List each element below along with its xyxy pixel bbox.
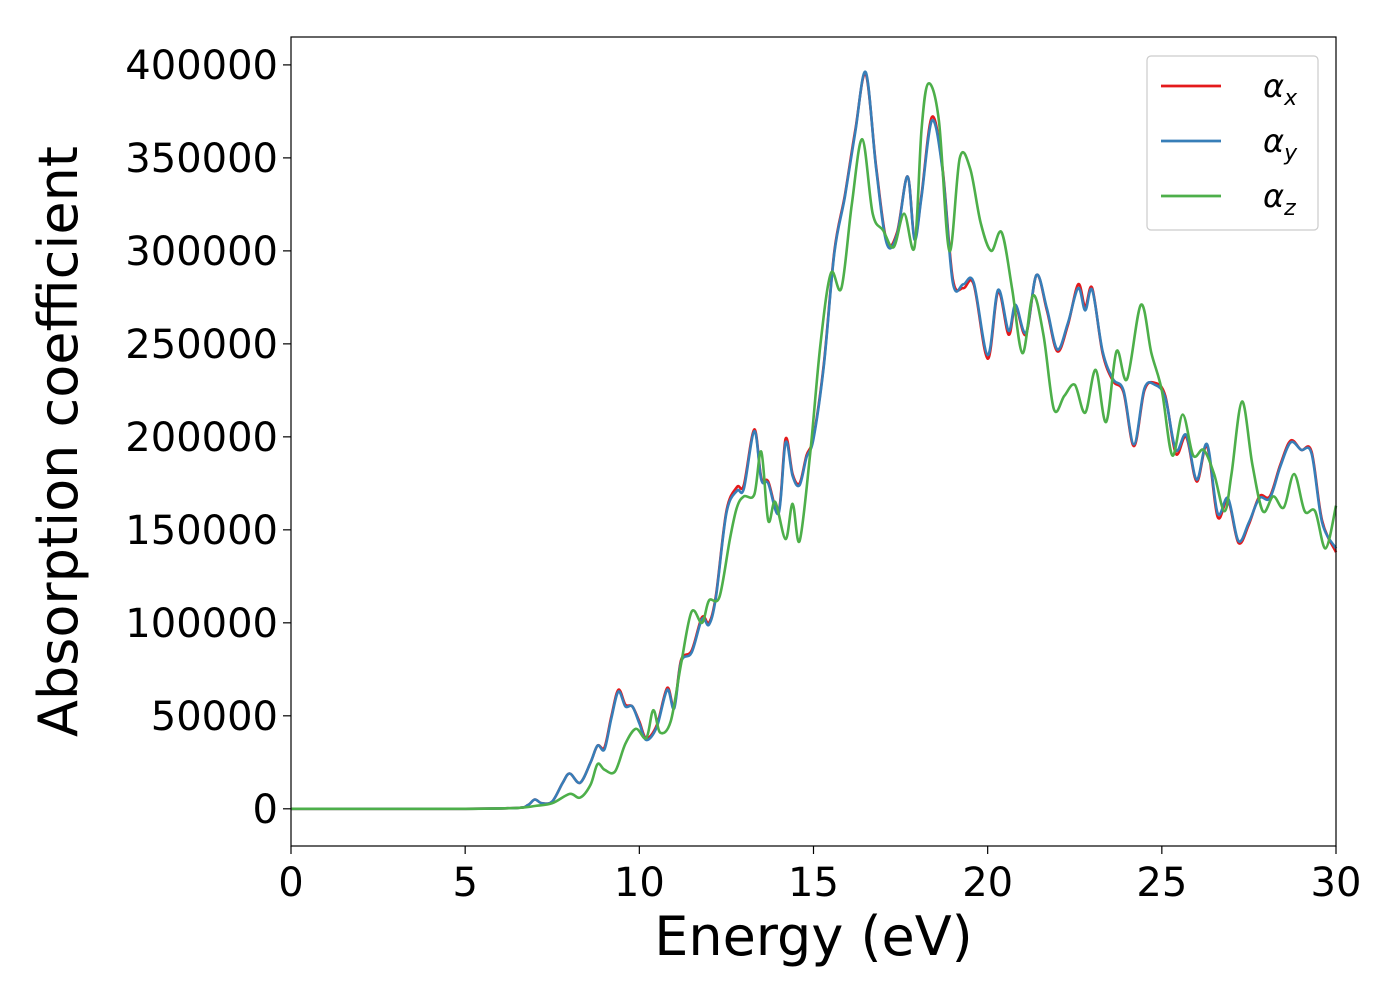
y-tick-label: 150000 xyxy=(125,508,278,554)
legend: αx αy αz xyxy=(1146,55,1319,231)
y-tick-label: 200000 xyxy=(125,415,278,461)
x-tick-label: 25 xyxy=(1136,860,1187,906)
legend-label-z: αz xyxy=(1263,177,1296,221)
x-tick-label: 5 xyxy=(452,860,477,906)
x-axis: 0 5 10 15 20 25 30 xyxy=(278,846,1361,906)
y-tick-label: 250000 xyxy=(125,322,278,368)
legend-label-y: αy xyxy=(1263,122,1298,166)
y-tick-label: 0 xyxy=(253,787,278,833)
y-tick-label: 100000 xyxy=(125,601,278,647)
y-tick-label: 50000 xyxy=(151,694,278,740)
series-layer xyxy=(290,70,1338,811)
x-tick-label: 20 xyxy=(962,860,1013,906)
legend-box xyxy=(1146,55,1319,231)
y-tick-label: 300000 xyxy=(125,229,278,275)
x-tick-label: 0 xyxy=(278,860,303,906)
y-tick-label: 400000 xyxy=(125,43,278,89)
x-tick-label: 15 xyxy=(788,860,839,906)
x-tick-label: 10 xyxy=(614,860,665,906)
y-axis: 0 50000 100000 150000 200000 250000 300000 3500… xyxy=(125,43,291,833)
legend-label-x: αx xyxy=(1263,67,1298,111)
y-axis-title: Absorption coefficient xyxy=(27,146,90,737)
y-tick-label: 350000 xyxy=(125,136,278,182)
series-line-z xyxy=(290,82,1338,811)
x-axis-title: Energy (eV) xyxy=(654,905,973,968)
x-tick-label: 30 xyxy=(1311,860,1362,906)
